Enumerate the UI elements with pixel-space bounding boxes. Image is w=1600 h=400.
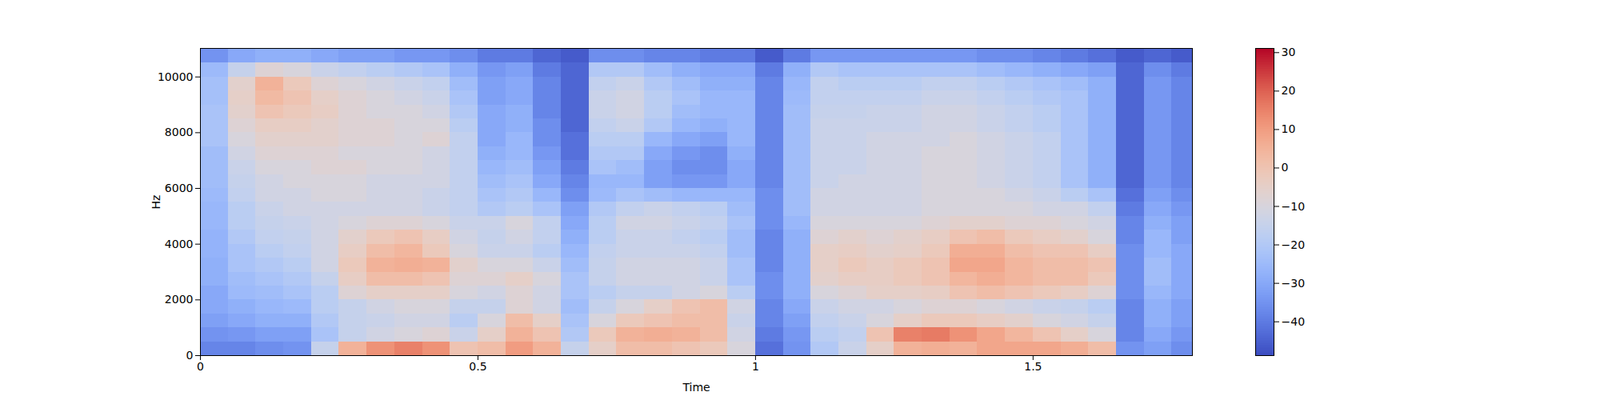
svg-text:0: 0 [186, 348, 194, 362]
svg-text:0: 0 [1281, 160, 1289, 174]
svg-text:−10: −10 [1281, 200, 1306, 213]
svg-text:Time: Time [681, 380, 710, 394]
svg-text:0.5: 0.5 [468, 360, 487, 373]
svg-text:−40: −40 [1281, 315, 1306, 328]
svg-text:1: 1 [752, 360, 760, 373]
svg-text:0: 0 [196, 360, 204, 373]
svg-text:−30: −30 [1281, 276, 1306, 290]
svg-text:4000: 4000 [164, 237, 194, 251]
svg-text:Hz: Hz [149, 195, 163, 210]
svg-text:8000: 8000 [164, 125, 194, 139]
svg-text:6000: 6000 [164, 181, 194, 195]
svg-text:10: 10 [1281, 122, 1296, 136]
svg-text:10000: 10000 [157, 70, 194, 84]
svg-text:20: 20 [1281, 84, 1296, 97]
svg-text:30: 30 [1281, 45, 1296, 59]
svg-text:1.5: 1.5 [1024, 360, 1042, 373]
svg-text:−20: −20 [1281, 238, 1306, 252]
svg-text:2000: 2000 [164, 292, 194, 306]
